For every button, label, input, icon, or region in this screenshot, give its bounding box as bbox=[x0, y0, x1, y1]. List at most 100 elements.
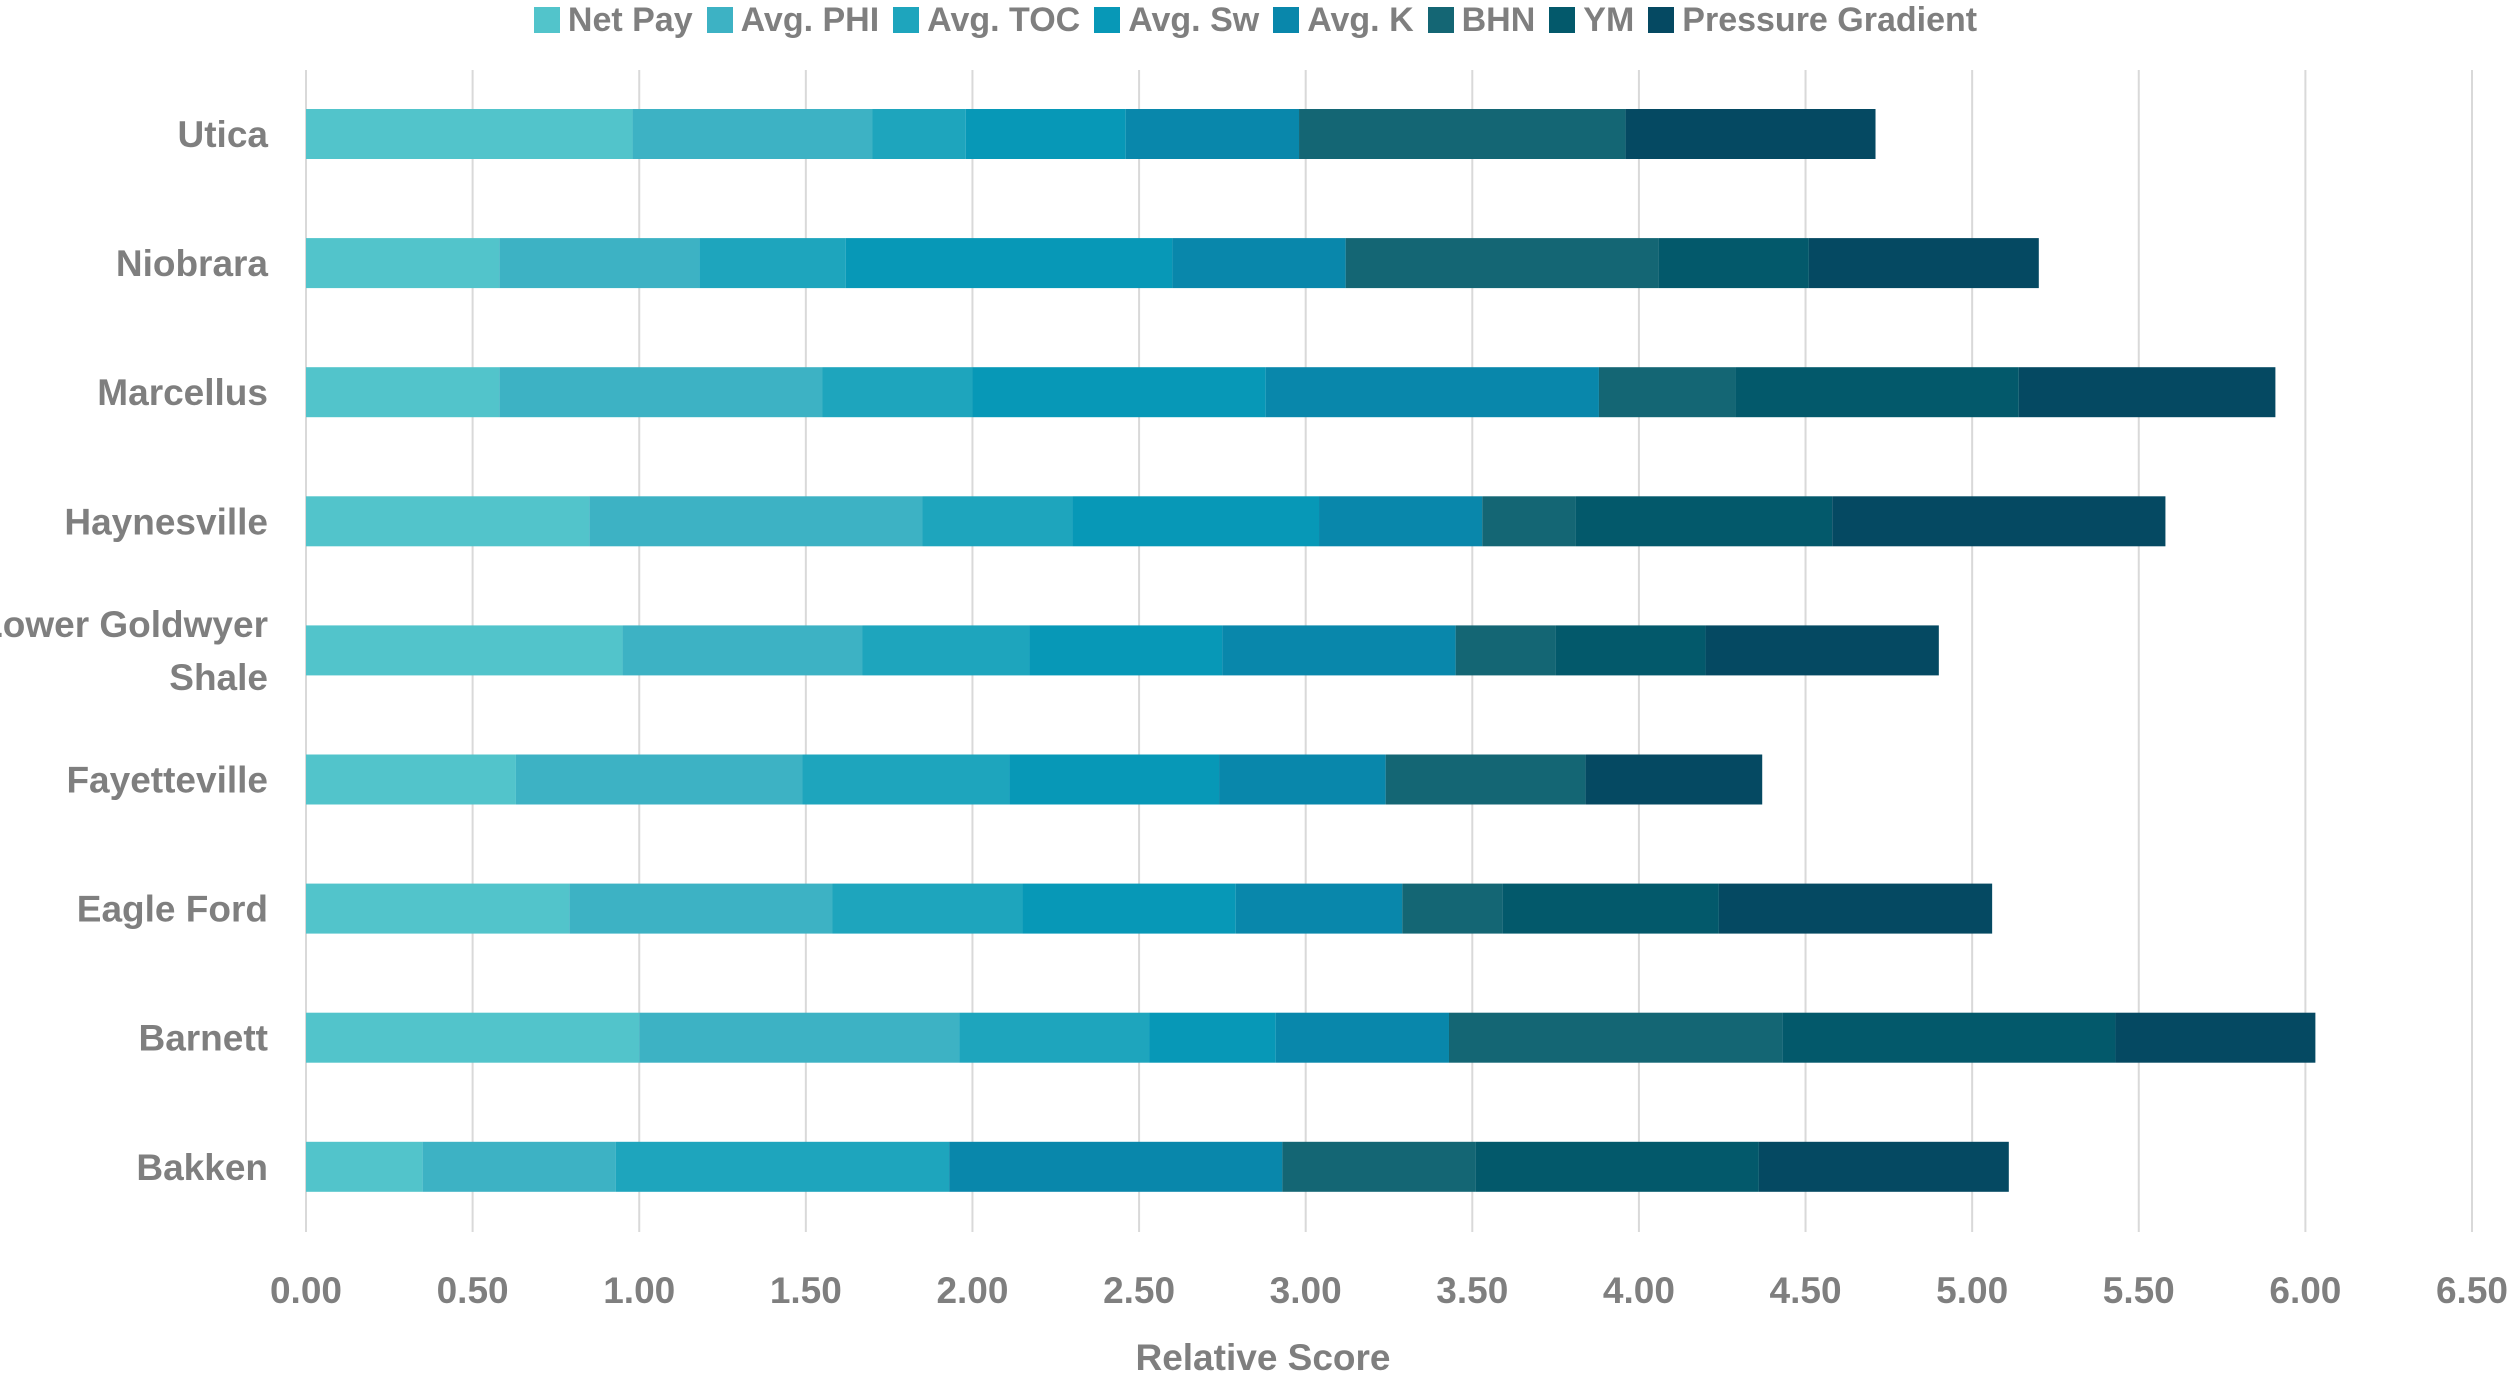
x-tick-label: 2.50 bbox=[1103, 1270, 1175, 1311]
legend-label: Net Pay bbox=[567, 0, 693, 39]
bar-segment bbox=[306, 367, 500, 418]
bar-segment bbox=[515, 754, 803, 805]
bar-segment bbox=[1275, 1012, 1449, 1063]
bar-segment bbox=[1782, 1012, 2116, 1063]
bar-segment bbox=[1282, 1141, 1476, 1192]
legend-item: BHN bbox=[1427, 0, 1536, 40]
category-label-line: Haynesville bbox=[64, 501, 268, 542]
bar-segment bbox=[1299, 109, 1626, 159]
legend: Net Pay Avg. PHI Avg. TOC Avg. Sw Avg. K BHN Y… bbox=[0, 0, 2511, 40]
bar-segment bbox=[1832, 496, 2166, 547]
bar-segment bbox=[499, 238, 700, 289]
x-tick-label: 0.00 bbox=[270, 1270, 342, 1311]
category-label-line: Utica bbox=[178, 114, 269, 155]
legend-item: Avg. TOC bbox=[893, 1, 1080, 40]
bar-segment bbox=[306, 1141, 423, 1192]
category-label: Marcellus bbox=[97, 372, 268, 413]
bar-segment bbox=[306, 238, 500, 289]
bar-segment bbox=[2018, 367, 2276, 418]
bar-segment bbox=[499, 367, 823, 418]
bar-segment bbox=[1345, 238, 1659, 289]
x-tick-label: 5.00 bbox=[1936, 1270, 2008, 1311]
bar-segment bbox=[1455, 625, 1556, 676]
category-label: Lower Goldwyer Shale bbox=[0, 604, 268, 698]
x-tick-label: 1.50 bbox=[770, 1270, 842, 1311]
bar-segment bbox=[1735, 367, 2019, 418]
legend-item: Net Pay bbox=[533, 0, 693, 40]
bar-segment bbox=[1029, 625, 1223, 676]
bar-segment bbox=[1598, 367, 1736, 418]
legend-swatch bbox=[533, 7, 560, 33]
bar-segment bbox=[845, 238, 1173, 289]
category-label: Eagle Ford bbox=[77, 889, 268, 930]
x-tick-label: 5.50 bbox=[2103, 1270, 2175, 1311]
bar-segment bbox=[1625, 109, 1876, 159]
category-label: Niobrara bbox=[116, 243, 269, 284]
bar-segment bbox=[422, 1141, 616, 1192]
x-tick-label: 6.00 bbox=[2269, 1270, 2341, 1311]
bar-segment bbox=[1172, 238, 1346, 289]
bar-segment bbox=[1705, 625, 1939, 676]
bar-segment bbox=[306, 625, 623, 676]
bar-segment bbox=[965, 109, 1126, 159]
category-label: Haynesville bbox=[64, 501, 268, 542]
bar-segment bbox=[1319, 496, 1483, 547]
bar-segment bbox=[632, 109, 873, 159]
bar-segment bbox=[1448, 1012, 1783, 1063]
category-label-line: Lower Goldwyer bbox=[0, 604, 268, 645]
bar-segment bbox=[306, 496, 590, 547]
x-tick-label: 3.00 bbox=[1270, 1270, 1342, 1311]
bar-segment bbox=[1718, 883, 1993, 934]
legend-label: BHN bbox=[1461, 0, 1536, 39]
bar-segment bbox=[1219, 754, 1386, 805]
bar-segment bbox=[802, 754, 1010, 805]
bar-segment bbox=[1072, 496, 1320, 547]
x-tick-label: 6.50 bbox=[2436, 1270, 2508, 1311]
legend-label: Avg. Sw bbox=[1128, 0, 1260, 39]
bar-segment bbox=[872, 109, 966, 159]
legend-swatch bbox=[706, 7, 733, 33]
legend-swatch bbox=[893, 7, 920, 33]
bar-segment bbox=[1808, 238, 2039, 289]
bar-segment bbox=[832, 883, 1023, 934]
bar-segment bbox=[1758, 1141, 2009, 1192]
bar-segment bbox=[306, 754, 516, 805]
category-label-line: Shale bbox=[169, 657, 268, 698]
x-tick-label: 0.50 bbox=[437, 1270, 509, 1311]
bar-segment bbox=[306, 883, 570, 934]
category-label-line: Eagle Ford bbox=[77, 889, 268, 930]
legend-label: Avg. TOC bbox=[927, 0, 1081, 39]
category-label-line: Marcellus bbox=[97, 372, 268, 413]
bar-segment bbox=[1149, 1012, 1276, 1063]
bar-segment bbox=[1658, 238, 1809, 289]
legend-swatch bbox=[1273, 7, 1300, 33]
category-label-line: Niobrara bbox=[116, 243, 269, 284]
bar-segment bbox=[1475, 1141, 1759, 1192]
x-axis-title: Relative Score bbox=[1135, 1337, 1390, 1375]
x-tick-labels: 0.00 0.50 1.00 1.50 2.00 2.50 3.00 3.50 4.00 4.50… bbox=[270, 1270, 2508, 1311]
legend-swatch bbox=[1648, 7, 1675, 33]
legend-item: Avg. PHI bbox=[706, 0, 880, 40]
category-label: Barnett bbox=[138, 1018, 268, 1059]
bar-segment bbox=[699, 238, 846, 289]
bar-segment bbox=[1022, 883, 1236, 934]
legend-item: Avg. Sw bbox=[1094, 1, 1259, 40]
bar-segment bbox=[822, 367, 973, 418]
bar-segment bbox=[1385, 754, 1586, 805]
bar-segment bbox=[1502, 883, 1719, 934]
legend-label: Avg. PHI bbox=[740, 0, 880, 39]
bar-segment bbox=[1009, 754, 1220, 805]
category-label-line: Barnett bbox=[138, 1018, 268, 1059]
bar-segment bbox=[1265, 367, 1599, 418]
x-tick-label: 4.00 bbox=[1603, 1270, 1675, 1311]
bar-segment bbox=[949, 1141, 1283, 1192]
bar-segment bbox=[959, 1012, 1150, 1063]
x-tick-label: 3.50 bbox=[1436, 1270, 1508, 1311]
legend-swatch bbox=[1427, 7, 1454, 33]
legend-label: Avg. K bbox=[1307, 0, 1414, 39]
category-labels: Utica Niobrara Marcellus Haynesville Lower G… bbox=[0, 114, 268, 1188]
legend-swatch bbox=[1549, 7, 1576, 33]
bars bbox=[306, 109, 2316, 1192]
bar-segment bbox=[2115, 1012, 2316, 1063]
